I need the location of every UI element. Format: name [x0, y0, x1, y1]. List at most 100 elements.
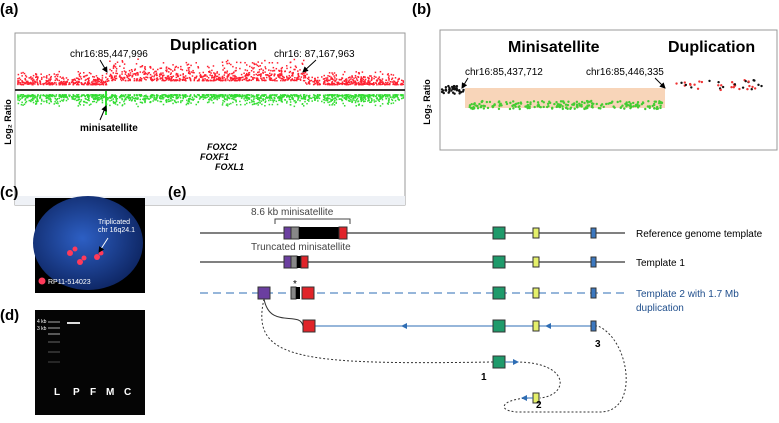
dot — [46, 99, 48, 102]
dot — [245, 97, 248, 100]
arrow — [654, 77, 666, 89]
dot — [378, 83, 380, 86]
dot — [372, 83, 374, 86]
dot — [131, 75, 134, 77]
dot — [26, 80, 29, 83]
dot — [210, 96, 213, 99]
dot — [313, 78, 316, 80]
dot — [358, 83, 360, 86]
dot — [107, 80, 110, 82]
dot — [136, 71, 139, 74]
dot — [59, 100, 62, 103]
dot — [519, 102, 523, 105]
dot — [316, 79, 319, 82]
dot — [125, 71, 127, 73]
dot — [184, 78, 187, 80]
dot — [330, 100, 332, 102]
dot — [226, 59, 229, 62]
dot — [374, 71, 377, 74]
dot — [303, 72, 305, 75]
dot — [255, 103, 257, 105]
block — [492, 319, 506, 333]
dot — [402, 80, 404, 82]
dot — [63, 94, 65, 97]
dot — [368, 82, 371, 85]
dot — [46, 75, 48, 77]
dot — [302, 94, 305, 96]
dot — [303, 79, 306, 82]
dot — [368, 82, 371, 84]
dot — [313, 83, 316, 85]
dot — [309, 97, 311, 99]
dot — [161, 79, 163, 82]
dot — [575, 103, 579, 106]
dot — [213, 72, 215, 74]
dot — [249, 65, 251, 68]
block — [492, 355, 506, 369]
dot — [124, 79, 127, 82]
dot — [533, 105, 536, 109]
dot — [360, 82, 363, 84]
dot — [281, 96, 284, 98]
dot — [80, 95, 82, 98]
dot — [362, 98, 365, 100]
dot — [542, 105, 545, 109]
dot — [175, 65, 178, 68]
dot — [323, 81, 326, 84]
dot — [341, 81, 344, 83]
dot — [184, 96, 187, 99]
dot — [334, 99, 336, 102]
dot — [88, 104, 91, 106]
dot — [60, 95, 63, 97]
dot — [330, 98, 332, 101]
dot — [119, 94, 122, 97]
dot — [17, 94, 19, 96]
dot — [189, 78, 192, 80]
dot — [368, 79, 370, 81]
dot — [170, 68, 172, 71]
dot — [79, 100, 82, 103]
dot — [280, 70, 283, 73]
dot — [176, 73, 179, 75]
dot — [331, 99, 334, 101]
dot — [94, 79, 96, 81]
dot — [110, 70, 113, 72]
dot — [278, 97, 281, 100]
dot — [280, 77, 283, 80]
dot — [91, 95, 93, 97]
dot — [719, 88, 722, 92]
dot — [351, 95, 353, 97]
dot — [99, 98, 102, 100]
dot — [264, 100, 267, 103]
dot — [386, 102, 389, 105]
dot — [276, 62, 279, 64]
junction — [261, 298, 494, 364]
dot — [92, 97, 94, 99]
dot — [251, 62, 254, 64]
dot — [146, 76, 149, 79]
dot — [402, 96, 405, 98]
dot — [137, 74, 139, 76]
dot — [25, 81, 27, 84]
dot — [341, 96, 344, 98]
dot — [379, 105, 382, 107]
dot — [351, 75, 353, 78]
dot — [260, 95, 262, 97]
dot — [300, 76, 303, 78]
dot — [349, 76, 351, 78]
dot — [262, 95, 265, 98]
dot — [265, 95, 268, 98]
dot — [164, 94, 167, 96]
dot — [304, 74, 307, 77]
dot — [334, 77, 336, 79]
dot — [123, 95, 125, 98]
dot — [259, 102, 262, 104]
dot — [253, 63, 256, 66]
dot — [698, 80, 701, 83]
dot — [216, 96, 219, 98]
dot — [188, 98, 191, 100]
dot — [387, 96, 389, 98]
dot — [288, 71, 291, 74]
dot — [174, 69, 176, 71]
dot — [98, 96, 100, 99]
